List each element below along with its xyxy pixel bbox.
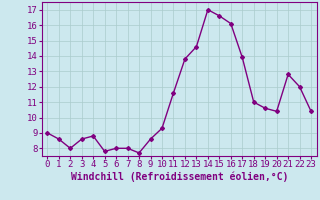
X-axis label: Windchill (Refroidissement éolien,°C): Windchill (Refroidissement éolien,°C) xyxy=(70,172,288,182)
